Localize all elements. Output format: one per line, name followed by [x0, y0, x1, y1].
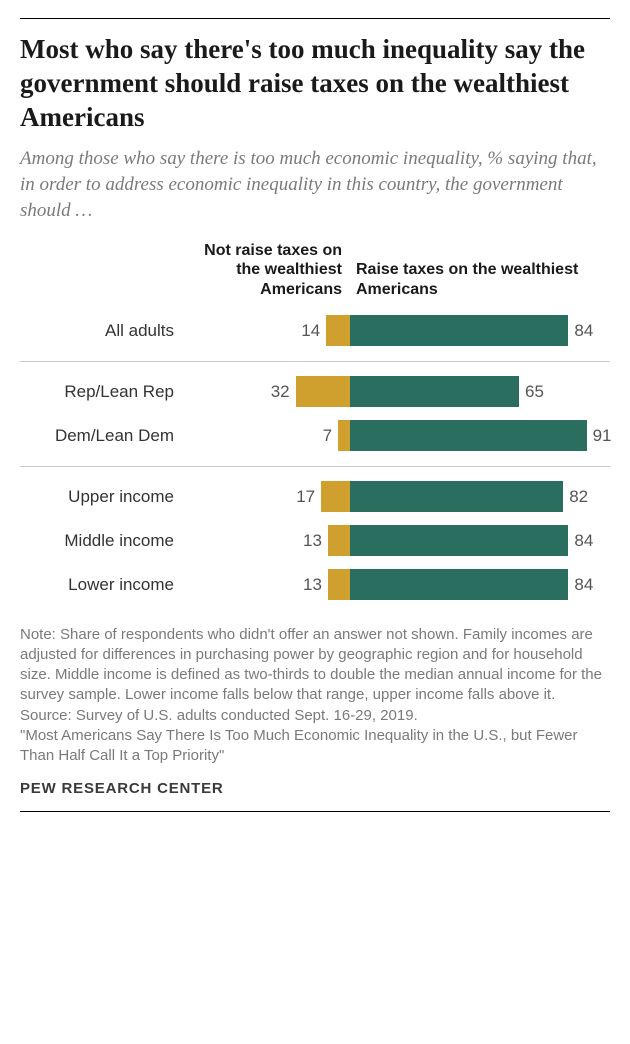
bar-area: 13 84: [180, 563, 610, 607]
value-left: 14: [301, 321, 326, 341]
value-left: 13: [303, 531, 328, 551]
value-left: 7: [323, 426, 338, 446]
bar-left: [326, 315, 350, 346]
row-group: Upper income1782Middle income1384Lower i…: [20, 471, 610, 611]
row-group: Rep/Lean Rep 32 65 Dem/Lean Dem 7 91: [20, 366, 610, 462]
right-column: 91: [350, 414, 612, 458]
left-column: 14: [180, 309, 350, 353]
value-right: 84: [568, 575, 593, 595]
bar-area: 1782: [180, 475, 610, 519]
value-left: 13: [303, 575, 328, 595]
group-divider: [20, 361, 610, 362]
row-label: Middle income: [20, 531, 180, 551]
value-left: 17: [296, 487, 321, 507]
bar-area: 13 84: [180, 519, 610, 563]
bar-row: Dem/Lean Dem 7 91: [20, 414, 610, 458]
header-right: Raise taxes on the wealthiest Americans: [350, 260, 610, 298]
bar-row: Middle income 13 84: [20, 519, 610, 563]
bar-area: 32 65: [180, 370, 610, 414]
row-label: Dem/Lean Dem: [20, 426, 180, 446]
chart-note: Note: Share of respondents who didn't of…: [20, 625, 610, 767]
chart-body: All adults 14 84 Rep/Lean Rep 32 65 Dem/Lean D…: [20, 305, 610, 611]
bar-area: 14 84: [180, 309, 610, 353]
chart-title: Most who say there's too much inequality…: [20, 33, 610, 134]
right-column: 65: [350, 370, 610, 414]
bar-right: [350, 481, 563, 512]
value-right: 91: [587, 426, 612, 446]
bar-left: [328, 525, 350, 556]
bar-left: [338, 420, 350, 451]
value-left: 32: [271, 382, 296, 402]
bar-left: [296, 376, 350, 407]
left-column: 17: [180, 475, 350, 519]
bar-right: [350, 569, 568, 600]
bar-right: [350, 525, 568, 556]
footer-attribution: PEW RESEARCH CENTER: [20, 780, 610, 812]
bar-right: [350, 420, 587, 451]
value-right: 65: [519, 382, 544, 402]
value-right: 84: [568, 321, 593, 341]
row-label: All adults: [20, 321, 180, 341]
top-rule: [20, 18, 610, 19]
bar-row: Upper income1782: [20, 475, 610, 519]
bar-right: [350, 376, 519, 407]
row-label: Rep/Lean Rep: [20, 382, 180, 402]
bar-left: [321, 481, 350, 512]
left-column: 7: [180, 414, 350, 458]
bar-row: All adults 14 84: [20, 309, 610, 353]
left-column: 13: [180, 563, 350, 607]
right-column: 84: [350, 563, 610, 607]
value-right: 84: [568, 531, 593, 551]
bar-right: [350, 315, 568, 346]
right-column: 82: [350, 475, 610, 519]
header-left: Not raise taxes on the wealthiest Americ…: [180, 241, 350, 299]
right-column: 84: [350, 309, 610, 353]
value-right: 82: [563, 487, 588, 507]
chart-container: Most who say there's too much inequality…: [0, 0, 630, 832]
row-label: Lower income: [20, 575, 180, 595]
column-headers: Not raise taxes on the wealthiest Americ…: [20, 241, 610, 299]
row-label: Upper income: [20, 487, 180, 507]
left-column: 13: [180, 519, 350, 563]
right-column: 84: [350, 519, 610, 563]
group-divider: [20, 466, 610, 467]
bar-row: Rep/Lean Rep 32 65: [20, 370, 610, 414]
row-group: All adults 14 84: [20, 305, 610, 357]
bar-left: [328, 569, 350, 600]
bar-row: Lower income 13 84: [20, 563, 610, 607]
chart-area: Not raise taxes on the wealthiest Americ…: [20, 241, 610, 611]
chart-subtitle: Among those who say there is too much ec…: [20, 146, 610, 223]
bar-area: 7 91: [180, 414, 612, 458]
left-column: 32: [180, 370, 350, 414]
